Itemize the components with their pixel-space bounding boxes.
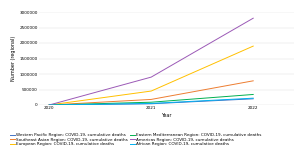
Eastern Mediterranean Region: COVID-19, cumulative deaths: (2.02e+03, 0): COVID-19, cumulative deaths: (2.02e+03, …	[47, 104, 51, 106]
African Region: COVID-19, cumulative deaths: (2.02e+03, 5e+04): COVID-19, cumulative deaths: (2.02e+03, …	[149, 103, 153, 104]
Y-axis label: Number (regional): Number (regional)	[11, 36, 16, 81]
European Region: COVID-19, cumulative deaths: (2.02e+03, 1.9e+06): COVID-19, cumulative deaths: (2.02e+03, …	[251, 45, 255, 47]
Americas Region: COVID-19, cumulative deaths: (2.02e+03, 9e+05): COVID-19, cumulative deaths: (2.02e+03, …	[149, 76, 153, 78]
Southeast Asian Region: COVID-19, cumulative deaths: (2.02e+03, 1.8e+05): COVID-19, cumulative deaths: (2.02e+03, …	[149, 99, 153, 100]
Line: African Region: COVID-19, cumulative deaths: African Region: COVID-19, cumulative dea…	[49, 98, 253, 105]
European Region: COVID-19, cumulative deaths: (2.02e+03, 0): COVID-19, cumulative deaths: (2.02e+03, …	[47, 104, 51, 106]
Southeast Asian Region: COVID-19, cumulative deaths: (2.02e+03, 0): COVID-19, cumulative deaths: (2.02e+03, …	[47, 104, 51, 106]
Americas Region: COVID-19, cumulative deaths: (2.02e+03, 0): COVID-19, cumulative deaths: (2.02e+03, …	[47, 104, 51, 106]
Line: Americas Region: COVID-19, cumulative deaths: Americas Region: COVID-19, cumulative de…	[49, 18, 253, 105]
Line: Southeast Asian Region: COVID-19, cumulative deaths: Southeast Asian Region: COVID-19, cumula…	[49, 81, 253, 105]
Americas Region: COVID-19, cumulative deaths: (2.02e+03, 2.8e+06): COVID-19, cumulative deaths: (2.02e+03, …	[251, 17, 255, 19]
Eastern Mediterranean Region: COVID-19, cumulative deaths: (2.02e+03, 3.4e+05): COVID-19, cumulative deaths: (2.02e+03, …	[251, 94, 255, 95]
Western Pacific Region: COVID-19, cumulative deaths: (2.02e+03, 4e+04): COVID-19, cumulative deaths: (2.02e+03, …	[149, 103, 153, 105]
Western Pacific Region: COVID-19, cumulative deaths: (2.02e+03, 0): COVID-19, cumulative deaths: (2.02e+03, …	[47, 104, 51, 106]
African Region: COVID-19, cumulative deaths: (2.02e+03, 0): COVID-19, cumulative deaths: (2.02e+03, …	[47, 104, 51, 106]
Line: Eastern Mediterranean Region: COVID-19, cumulative deaths: Eastern Mediterranean Region: COVID-19, …	[49, 94, 253, 105]
Eastern Mediterranean Region: COVID-19, cumulative deaths: (2.02e+03, 9e+04): COVID-19, cumulative deaths: (2.02e+03, …	[149, 101, 153, 103]
Western Pacific Region: COVID-19, cumulative deaths: (2.02e+03, 2e+05): COVID-19, cumulative deaths: (2.02e+03, …	[251, 98, 255, 100]
Legend: Western Pacific Region: COVID-19, cumulative deaths, Southeast Asian Region: COV: Western Pacific Region: COVID-19, cumula…	[8, 131, 263, 148]
Line: European Region: COVID-19, cumulative deaths: European Region: COVID-19, cumulative de…	[49, 46, 253, 105]
Southeast Asian Region: COVID-19, cumulative deaths: (2.02e+03, 7.8e+05): COVID-19, cumulative deaths: (2.02e+03, …	[251, 80, 255, 82]
X-axis label: Year: Year	[161, 113, 172, 118]
African Region: COVID-19, cumulative deaths: (2.02e+03, 2.2e+05): COVID-19, cumulative deaths: (2.02e+03, …	[251, 97, 255, 99]
Line: Western Pacific Region: COVID-19, cumulative deaths: Western Pacific Region: COVID-19, cumula…	[49, 99, 253, 105]
European Region: COVID-19, cumulative deaths: (2.02e+03, 4.5e+05): COVID-19, cumulative deaths: (2.02e+03, …	[149, 90, 153, 92]
